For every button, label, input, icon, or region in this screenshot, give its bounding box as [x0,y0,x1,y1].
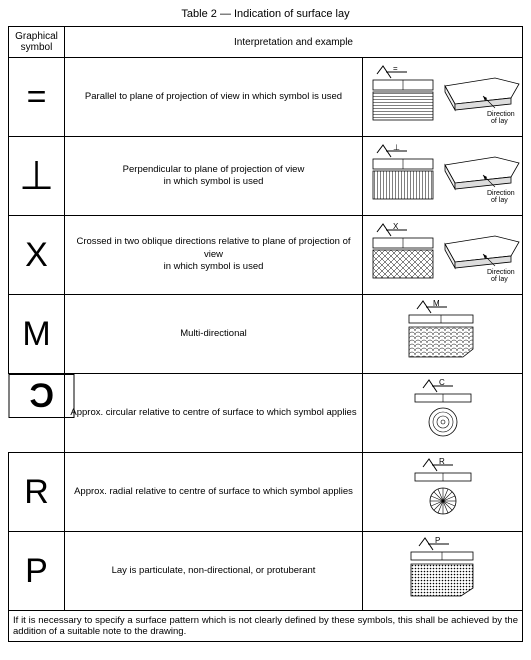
interpretation-text: Approx. circular relative to centre of s… [65,374,363,453]
svg-text:Direction: Direction [487,269,515,276]
example-diagram: = Direction of lay [363,58,523,137]
symbol-glyph: X [9,216,65,295]
example-diagram: M [363,295,523,374]
table-row: RApprox. radial relative to centre of su… [9,453,523,532]
svg-text:R: R [439,457,445,466]
svg-text:M: M [433,299,440,308]
svg-text:of lay: of lay [491,276,508,283]
svg-text:P: P [435,536,440,545]
svg-text:=: = [393,64,398,73]
svg-text:C: C [439,378,445,387]
table-footnote: If it is necessary to specify a surface … [9,611,523,642]
example-diagram: P [363,532,523,611]
symbol-glyph: = [9,58,65,137]
interpretation-text: Multi-directional [65,295,363,374]
table-row: CApprox. circular relative to centre of … [9,374,523,453]
table-row: XCrossed in two oblique directions relat… [9,216,523,295]
svg-text:of lay: of lay [491,197,508,204]
header-interp: Interpretation and example [65,27,523,58]
table-title: Table 2 — Indication of surface lay [8,8,523,20]
interpretation-text: Parallel to plane of projection of view … [65,58,363,137]
example-diagram: ⊥ Direction of lay [363,137,523,216]
svg-text:of lay: of lay [491,118,508,125]
header-symbol: Graphical symbol [9,27,65,58]
symbol-glyph: C [9,374,75,418]
symbol-glyph: P [9,532,65,611]
svg-text:Direction: Direction [487,111,515,118]
example-diagram: C [363,374,523,453]
svg-text:X: X [393,222,399,231]
surface-lay-table: Graphical symbol Interpretation and exam… [8,26,523,642]
table-row: ⊥Perpendicular to plane of projection of… [9,137,523,216]
svg-text:⊥: ⊥ [393,143,400,152]
symbol-glyph: R [9,453,65,532]
interpretation-text: Lay is particulate, non-directional, or … [65,532,363,611]
symbol-glyph: M [9,295,65,374]
table-row: =Parallel to plane of projection of view… [9,58,523,137]
example-diagram: X Direction of lay [363,216,523,295]
interpretation-text: Crossed in two oblique directions relati… [65,216,363,295]
interpretation-text: Perpendicular to plane of projection of … [65,137,363,216]
example-diagram: R [363,453,523,532]
symbol-glyph: ⊥ [9,137,65,216]
interpretation-text: Approx. radial relative to centre of sur… [65,453,363,532]
table-row: PLay is particulate, non-directional, or… [9,532,523,611]
table-row: MMulti-directional M [9,295,523,374]
svg-text:Direction: Direction [487,190,515,197]
